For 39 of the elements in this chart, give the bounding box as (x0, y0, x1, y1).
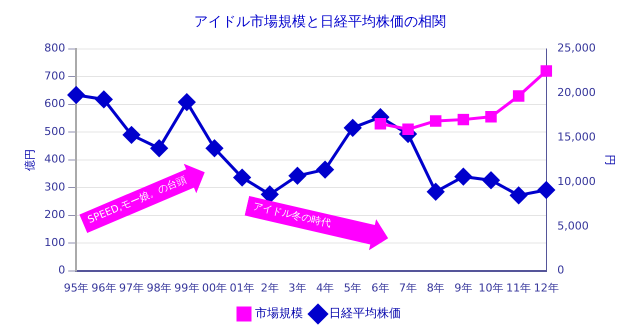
y-tick-label: 100 (44, 236, 66, 249)
x-tick-label: 97年 (119, 281, 144, 294)
x-tick-label: 7年 (399, 281, 418, 294)
x-tick-label: 95年 (64, 281, 89, 294)
y2-tick-label: 15,000 (557, 130, 596, 144)
x-tick-label: 6年 (371, 281, 390, 294)
y2-tick-label: 25,000 (557, 42, 596, 55)
x-tick-label: 4年 (316, 281, 334, 294)
y-tick-label: 300 (44, 180, 66, 194)
y-tick-label: 400 (44, 152, 66, 166)
x-tick-label: 2年 (260, 281, 279, 294)
y-tick-label: 600 (44, 97, 66, 110)
x-tick-label: 3年 (288, 281, 306, 294)
y2-tick-label: 10,000 (557, 174, 596, 188)
chart-title: アイドル市場規模と日経平均株価の相関 (194, 14, 446, 30)
x-tick-label: 12年 (534, 281, 559, 294)
y-tick-label: 700 (44, 69, 66, 82)
x-tick-label: 9年 (454, 281, 472, 294)
legend-label: 市場規模 (255, 306, 303, 320)
legend-label: 日経平均株価 (329, 306, 401, 320)
y-tick-label: 500 (44, 124, 66, 138)
y-tick-label: 200 (44, 208, 66, 222)
y2-tick-label: 0 (557, 264, 564, 277)
x-tick-label: 98年 (146, 281, 172, 294)
y2-tick-label: 5,000 (557, 219, 589, 232)
x-tick-label: 10年 (478, 281, 504, 294)
x-tick-label: 99年 (174, 281, 200, 294)
y2-axis-title: 円 (604, 154, 617, 166)
x-tick-label: 00年 (202, 281, 227, 294)
y-tick-label: 800 (44, 42, 66, 55)
y2-tick-label: 20,000 (557, 86, 596, 100)
x-tick-label: 5年 (344, 281, 362, 294)
x-tick-label: 01年 (230, 281, 255, 294)
y-axis-title: 億円 (23, 148, 36, 171)
x-tick-label: 96年 (91, 281, 116, 294)
x-tick-label: 8年 (426, 281, 445, 294)
x-tick-label: 11年 (506, 281, 532, 294)
annotation: アイドル冬の時代 (251, 200, 332, 231)
y-tick-label: 0 (58, 264, 66, 277)
